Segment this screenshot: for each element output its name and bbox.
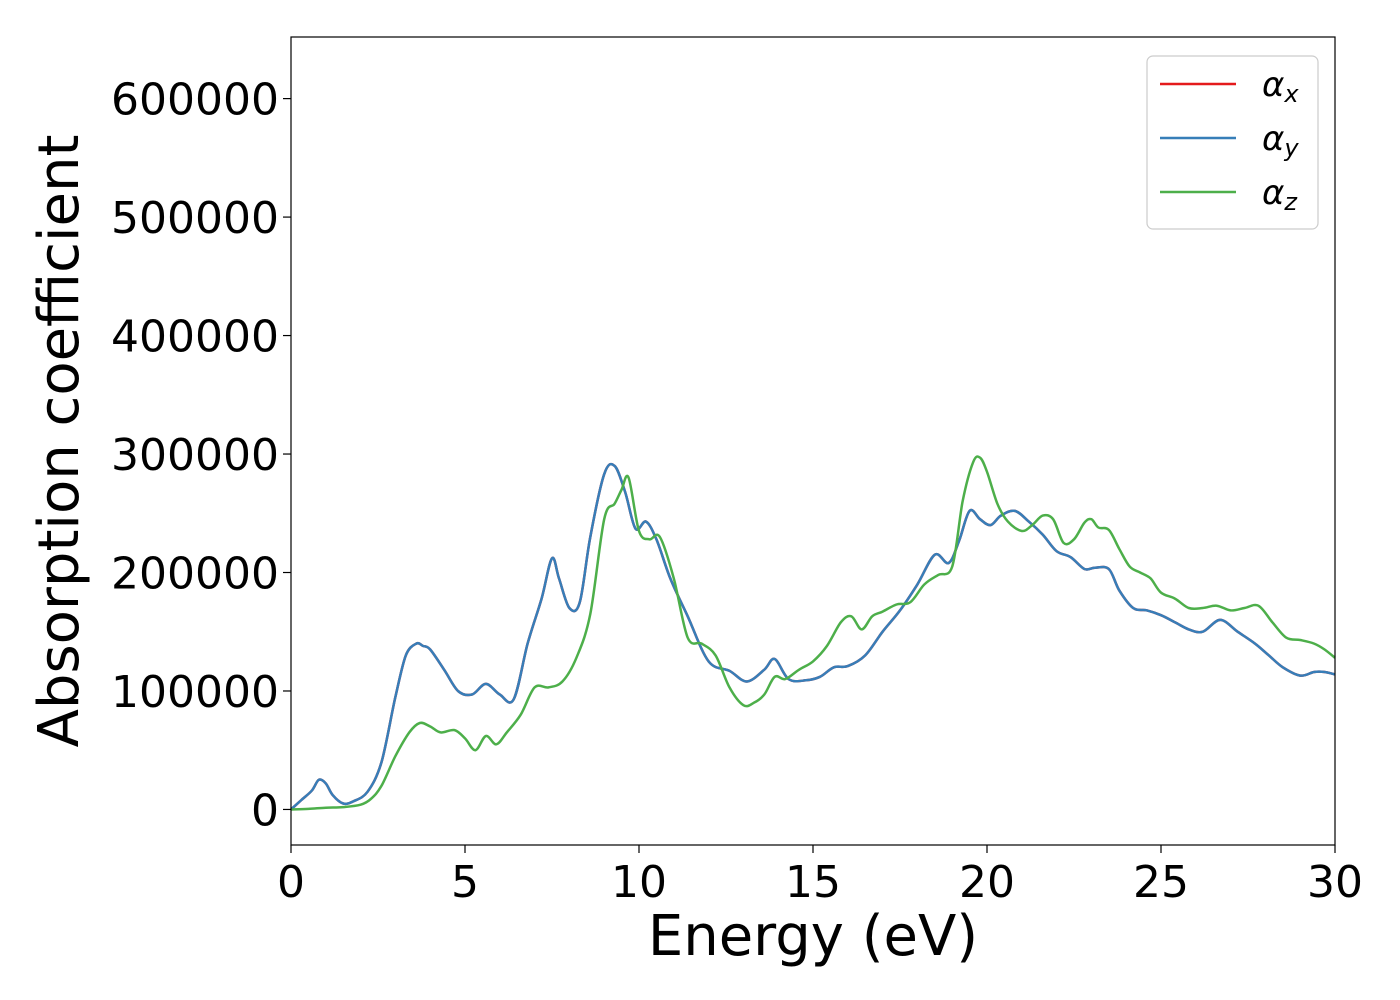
legend-label-x: αx [1262,65,1299,108]
legend: αx αy αz [1146,55,1319,230]
y-tick-label: 600000 [111,75,279,126]
legend-label-y: αy [1262,119,1299,162]
x-axis-ticks: 0 5 10 15 20 25 30 [277,845,1363,908]
x-tick-label: 5 [451,857,479,908]
y-tick-label: 300000 [111,430,279,481]
plot-frame [290,36,1336,846]
series-line-y [290,462,1336,811]
x-axis-label: Energy (eV) [648,904,978,969]
y-tick-label: 400000 [111,312,279,363]
y-tick-label: 200000 [111,549,279,600]
series-lines [290,455,1336,811]
y-tick-label: 500000 [111,193,279,244]
y-tick-label: 100000 [111,667,279,718]
legend-frame [1146,55,1319,230]
x-tick-label: 0 [277,857,305,908]
y-axis-ticks: 0 100000 200000 300000 400000 500000 600000 [111,75,291,836]
legend-label-z: αz [1262,173,1298,216]
x-tick-label: 20 [959,857,1015,908]
y-tick-label: 0 [251,785,279,836]
x-tick-label: 25 [1133,857,1189,908]
x-tick-label: 30 [1307,857,1363,908]
x-tick-label: 10 [611,857,667,908]
series-line-z [290,455,1336,811]
y-axis-label: Absorption coefficient [27,135,92,748]
series-line-x [290,462,1336,811]
x-tick-label: 15 [785,857,841,908]
